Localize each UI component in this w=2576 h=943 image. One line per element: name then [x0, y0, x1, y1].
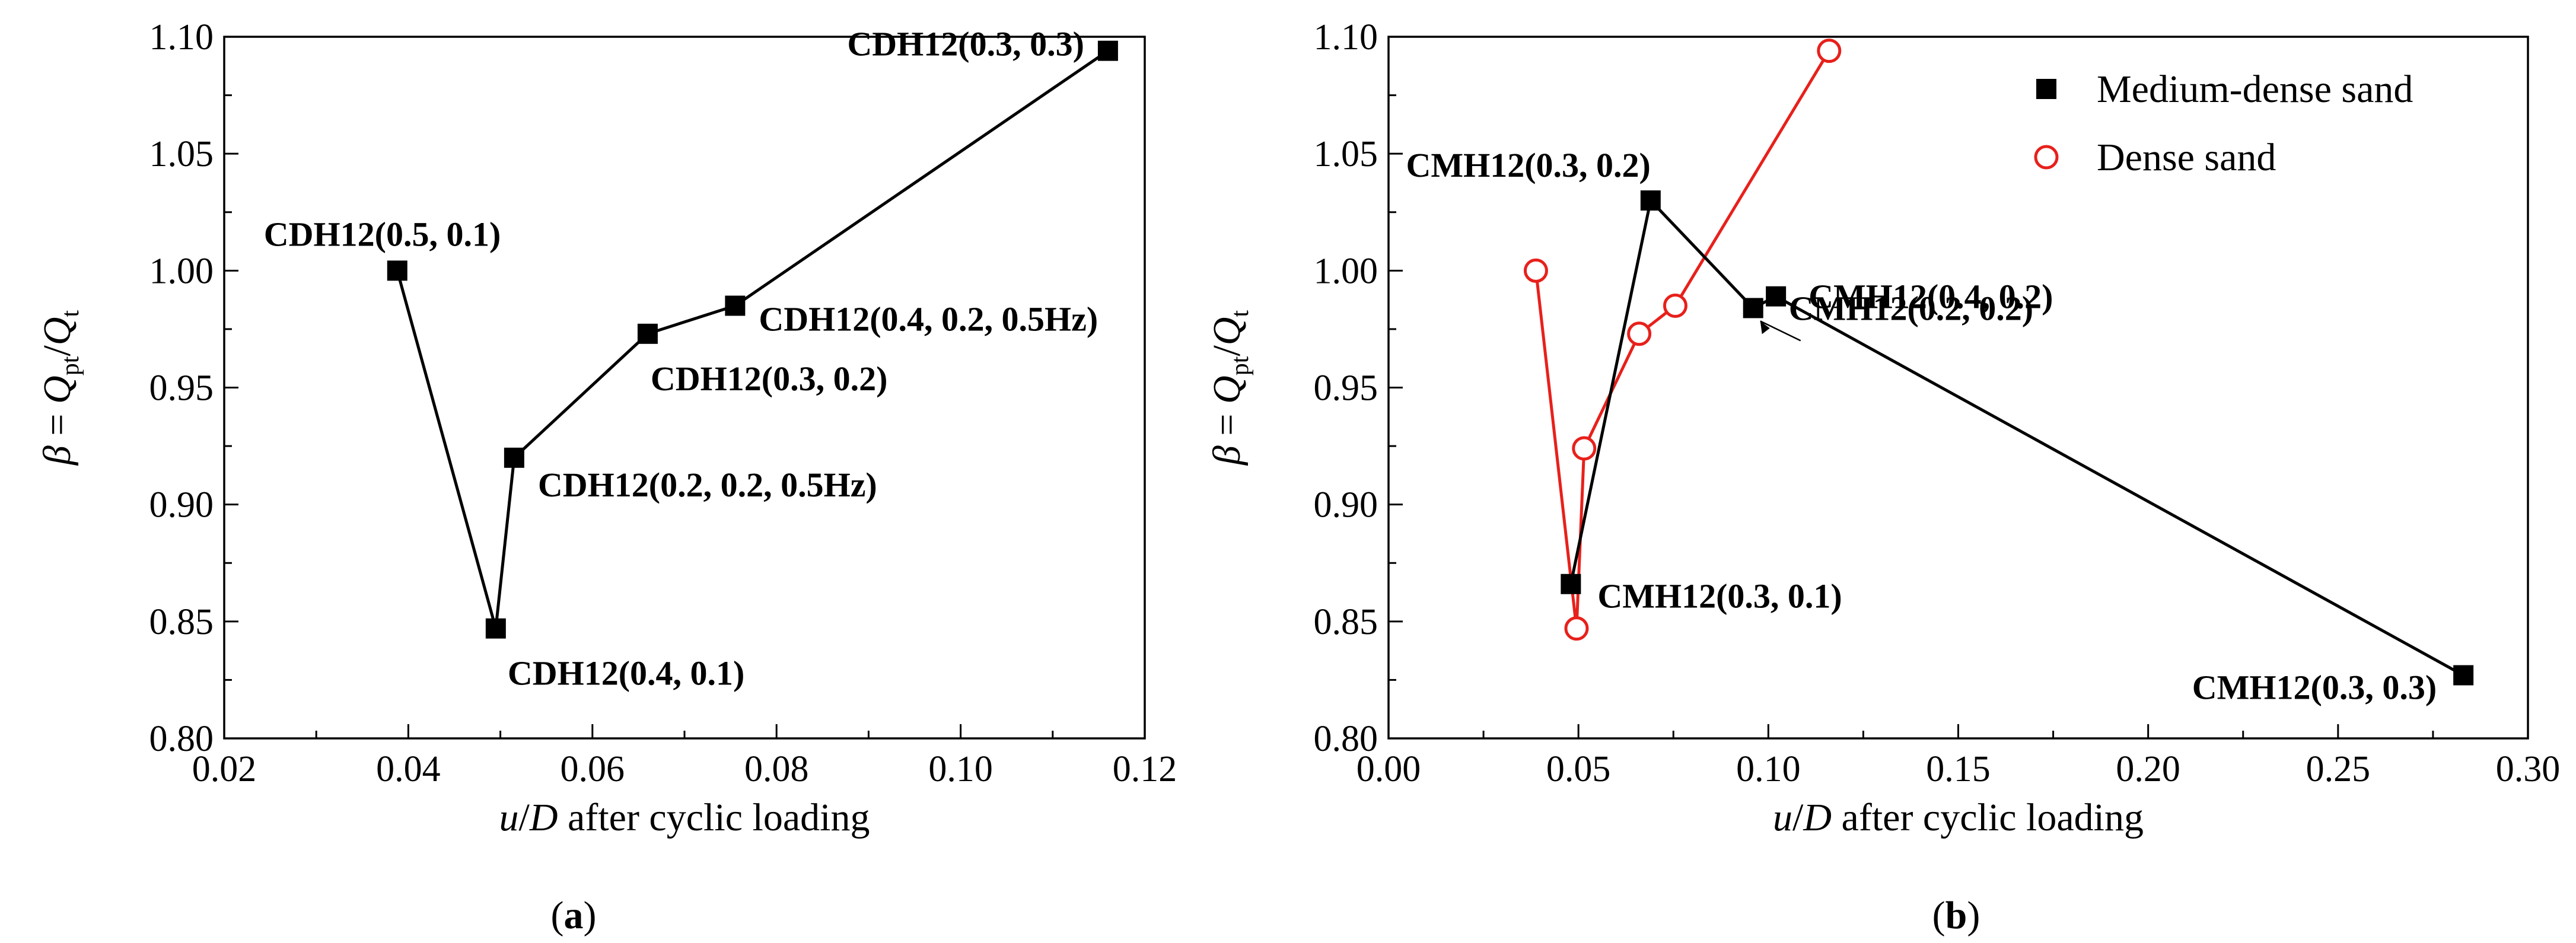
y-tick-label: 1.00 — [1314, 251, 1378, 291]
data-label: CMH12(0.3, 0.2) — [1406, 146, 1650, 184]
panel-label: (b) — [1932, 894, 1980, 937]
y-tick-label: 1.05 — [149, 134, 214, 174]
y-tick-label: 0.95 — [149, 368, 214, 409]
legend-label: Dense sand — [2097, 136, 2276, 179]
x-tick-label: 0.30 — [2496, 749, 2561, 789]
data-point — [725, 295, 746, 316]
data-point — [2453, 665, 2474, 686]
y-tick-label: 0.90 — [149, 485, 214, 525]
legend-marker — [2034, 145, 2059, 170]
x-tick-label: 0.20 — [2116, 749, 2180, 789]
panel-label: (a) — [551, 894, 597, 937]
legend: Medium-dense sand Dense sand — [2034, 68, 2413, 179]
plot-frame — [1387, 36, 2529, 740]
x-tick-label: 0.12 — [1113, 749, 1177, 789]
x-tick-label: 0.06 — [561, 749, 625, 789]
x-tick-label: 0.15 — [1926, 749, 1991, 789]
data-point — [1627, 321, 1652, 346]
x-tick-label: 0.00 — [1357, 749, 1421, 789]
chart-panel-a: 0.02 0.04 0.06 0.08 0.10 0.12 0.80 0.85 0.90 0.95… — [36, 17, 1177, 937]
legend-marker — [2036, 79, 2056, 99]
x-tick-label: 0.10 — [928, 749, 993, 789]
y-tick-label: 0.85 — [1314, 602, 1378, 642]
y-tick-label: 0.80 — [149, 719, 214, 759]
data-label: CMH12(0.3, 0.1) — [1597, 577, 1842, 616]
x-axis-title: u/D after cyclic loading — [1773, 796, 2144, 839]
y-tick-label: 1.00 — [149, 251, 214, 291]
data-point — [1564, 616, 1589, 641]
data-label: CMH12(0.3, 0.3) — [2192, 668, 2437, 707]
y-tick-label: 0.95 — [1314, 368, 1378, 409]
data-point — [1561, 574, 1581, 594]
annotation-arrow — [1760, 320, 1801, 342]
data-point — [387, 260, 407, 281]
y-tick-label: 0.85 — [149, 602, 214, 642]
legend-label: Medium-dense sand — [2097, 68, 2413, 111]
x-tick-label: 0.04 — [376, 749, 441, 789]
data-label: CMH12(0.2, 0.2) — [1789, 289, 2033, 327]
data-point — [485, 618, 506, 639]
annotation-arrowhead — [1760, 321, 1770, 334]
x-tick-label: 0.08 — [744, 749, 809, 789]
series-cdh12 — [387, 40, 1118, 639]
x-axis-title: u/D after cyclic loading — [499, 796, 870, 839]
y-tick-label: 1.10 — [149, 17, 214, 58]
y-tick-label: 1.05 — [1314, 134, 1378, 174]
x-tick-label: 0.25 — [2306, 749, 2371, 789]
y-tick-label: 0.80 — [1314, 719, 1378, 759]
data-point — [1743, 298, 1763, 318]
data-label: CMH12(0.4, 0.2) — [1808, 278, 2053, 316]
data-label: CDH12(0.3, 0.3) — [847, 25, 1084, 63]
data-point — [637, 323, 658, 344]
data-point — [1097, 40, 1118, 61]
data-point — [504, 447, 524, 468]
series-line — [396, 49, 1109, 629]
data-label: CDH12(0.5, 0.1) — [264, 215, 501, 253]
series-dense-sand — [1523, 39, 1842, 641]
x-tick-label: 0.05 — [1546, 749, 1611, 789]
x-tick-label: 0.10 — [1736, 749, 1801, 789]
y-tick-label: 0.90 — [1314, 485, 1378, 525]
x-tick-label: 0.02 — [192, 749, 257, 789]
data-label: CDH12(0.4, 0.2, 0.5Hz) — [759, 300, 1098, 338]
y-axis-title: β = Qpt/Qt — [1205, 310, 1254, 466]
data-point — [1817, 39, 1842, 63]
data-point — [1523, 258, 1548, 283]
data-label: CDH12(0.4, 0.1) — [508, 654, 745, 693]
y-tick-label: 1.10 — [1314, 17, 1378, 58]
data-label: CDH12(0.2, 0.2, 0.5Hz) — [538, 466, 877, 504]
data-point — [1663, 293, 1687, 318]
data-point — [1572, 436, 1597, 461]
data-point — [1640, 190, 1661, 211]
y-axis-title: β = Qpt/Qt — [36, 310, 84, 466]
chart-panel-b: 0.00 0.05 0.10 0.15 0.20 0.25 0.30 0.80 0.85 0.90… — [1205, 17, 2560, 937]
data-point — [1766, 286, 1787, 307]
data-label: CDH12(0.3, 0.2) — [651, 359, 888, 398]
series-medium-dense-sand — [1561, 190, 2474, 686]
